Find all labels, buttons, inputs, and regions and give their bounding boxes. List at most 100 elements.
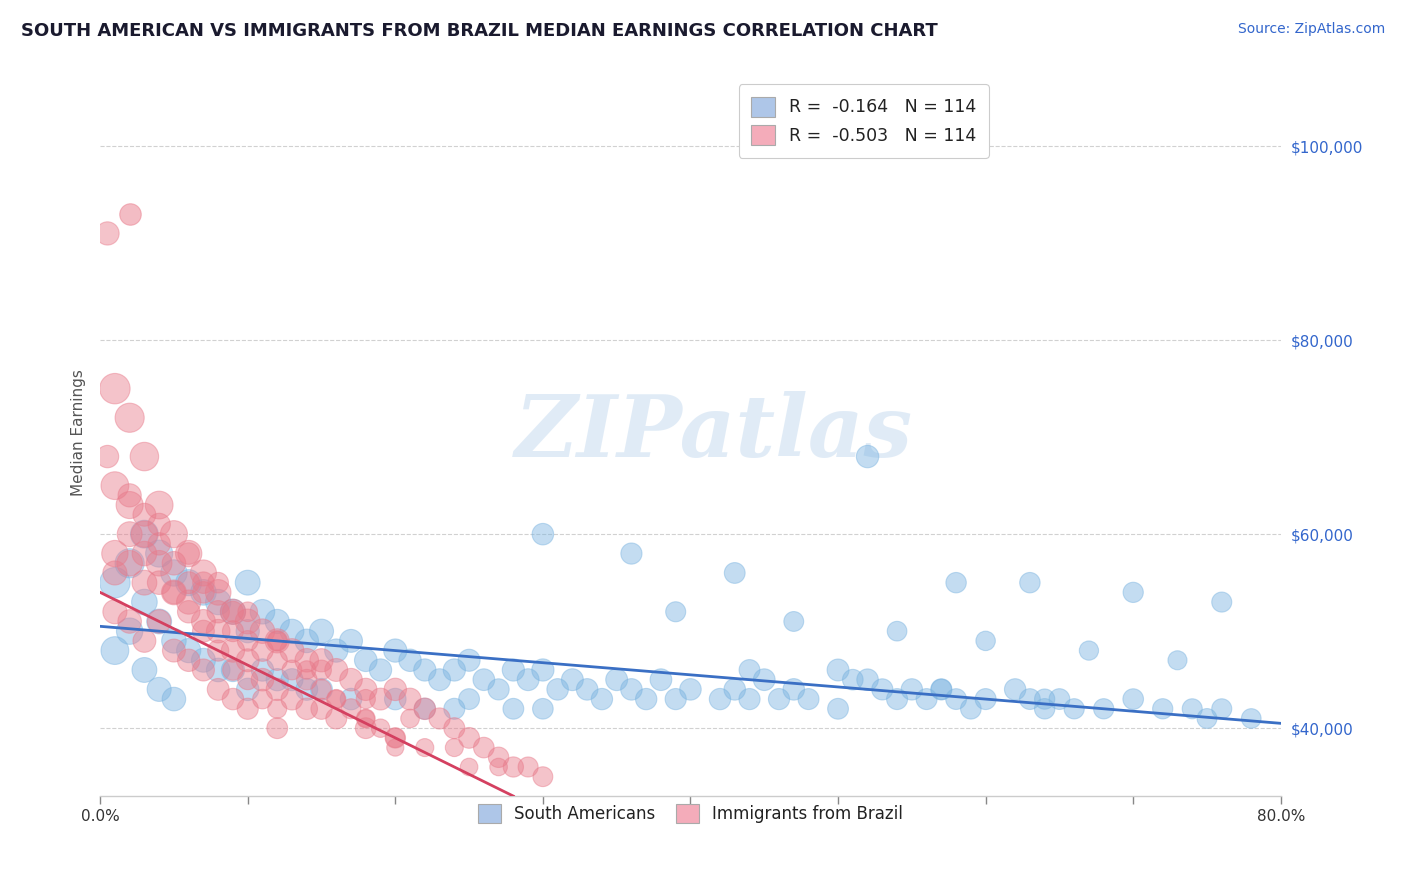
Point	[163, 566, 186, 580]
Point	[134, 575, 156, 590]
Point	[325, 692, 347, 706]
Point	[1018, 692, 1040, 706]
Point	[340, 702, 363, 716]
Point	[413, 702, 436, 716]
Point	[872, 682, 894, 697]
Point	[163, 585, 186, 599]
Point	[488, 750, 510, 764]
Point	[1211, 595, 1233, 609]
Point	[177, 575, 200, 590]
Point	[266, 682, 288, 697]
Point	[901, 682, 924, 697]
Point	[517, 760, 540, 774]
Point	[413, 663, 436, 677]
Point	[1122, 692, 1144, 706]
Point	[134, 595, 156, 609]
Point	[1047, 692, 1070, 706]
Point	[266, 653, 288, 667]
Point	[96, 450, 118, 464]
Point	[974, 633, 997, 648]
Point	[531, 663, 554, 677]
Point	[236, 673, 259, 687]
Point	[458, 731, 481, 745]
Point	[620, 547, 643, 561]
Point	[177, 547, 200, 561]
Point	[295, 663, 318, 677]
Point	[370, 692, 392, 706]
Point	[118, 488, 141, 502]
Point	[443, 740, 465, 755]
Point	[104, 478, 127, 492]
Point	[104, 605, 127, 619]
Point	[1122, 585, 1144, 599]
Point	[620, 682, 643, 697]
Point	[163, 643, 186, 657]
Point	[531, 527, 554, 541]
Point	[827, 702, 849, 716]
Point	[134, 508, 156, 522]
Point	[783, 682, 806, 697]
Point	[340, 633, 363, 648]
Point	[443, 702, 465, 716]
Point	[148, 498, 170, 512]
Point	[443, 663, 465, 677]
Point	[134, 633, 156, 648]
Point	[118, 207, 141, 221]
Text: ZIPatlas: ZIPatlas	[515, 391, 912, 474]
Point	[531, 770, 554, 784]
Point	[325, 643, 347, 657]
Point	[193, 653, 215, 667]
Point	[1181, 702, 1204, 716]
Point	[252, 605, 274, 619]
Point	[311, 702, 333, 716]
Point	[266, 673, 288, 687]
Point	[413, 740, 436, 755]
Point	[517, 673, 540, 687]
Point	[384, 643, 406, 657]
Point	[665, 692, 688, 706]
Point	[177, 595, 200, 609]
Point	[266, 633, 288, 648]
Point	[134, 527, 156, 541]
Point	[193, 663, 215, 677]
Point	[236, 624, 259, 639]
Point	[754, 673, 776, 687]
Point	[384, 731, 406, 745]
Point	[163, 527, 186, 541]
Point	[236, 575, 259, 590]
Point	[1033, 702, 1056, 716]
Point	[252, 673, 274, 687]
Point	[163, 585, 186, 599]
Point	[222, 605, 245, 619]
Point	[384, 692, 406, 706]
Point	[281, 643, 304, 657]
Point	[399, 692, 422, 706]
Point	[222, 643, 245, 657]
Point	[738, 663, 761, 677]
Point	[266, 702, 288, 716]
Point	[295, 682, 318, 697]
Point	[960, 702, 983, 716]
Point	[354, 653, 377, 667]
Point	[295, 633, 318, 648]
Point	[222, 605, 245, 619]
Point	[118, 615, 141, 629]
Point	[1195, 711, 1218, 725]
Point	[783, 615, 806, 629]
Point	[281, 673, 304, 687]
Point	[945, 692, 967, 706]
Point	[236, 682, 259, 697]
Legend: South Americans, Immigrants from Brazil: South Americans, Immigrants from Brazil	[465, 792, 915, 835]
Point	[193, 585, 215, 599]
Point	[311, 682, 333, 697]
Point	[148, 615, 170, 629]
Point	[177, 605, 200, 619]
Point	[118, 624, 141, 639]
Point	[207, 643, 229, 657]
Y-axis label: Median Earnings: Median Earnings	[72, 369, 86, 496]
Point	[266, 721, 288, 735]
Point	[768, 692, 790, 706]
Point	[354, 682, 377, 697]
Point	[177, 575, 200, 590]
Point	[163, 692, 186, 706]
